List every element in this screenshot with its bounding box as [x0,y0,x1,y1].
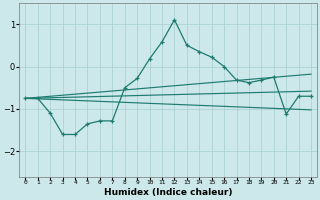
X-axis label: Humidex (Indice chaleur): Humidex (Indice chaleur) [104,188,232,197]
